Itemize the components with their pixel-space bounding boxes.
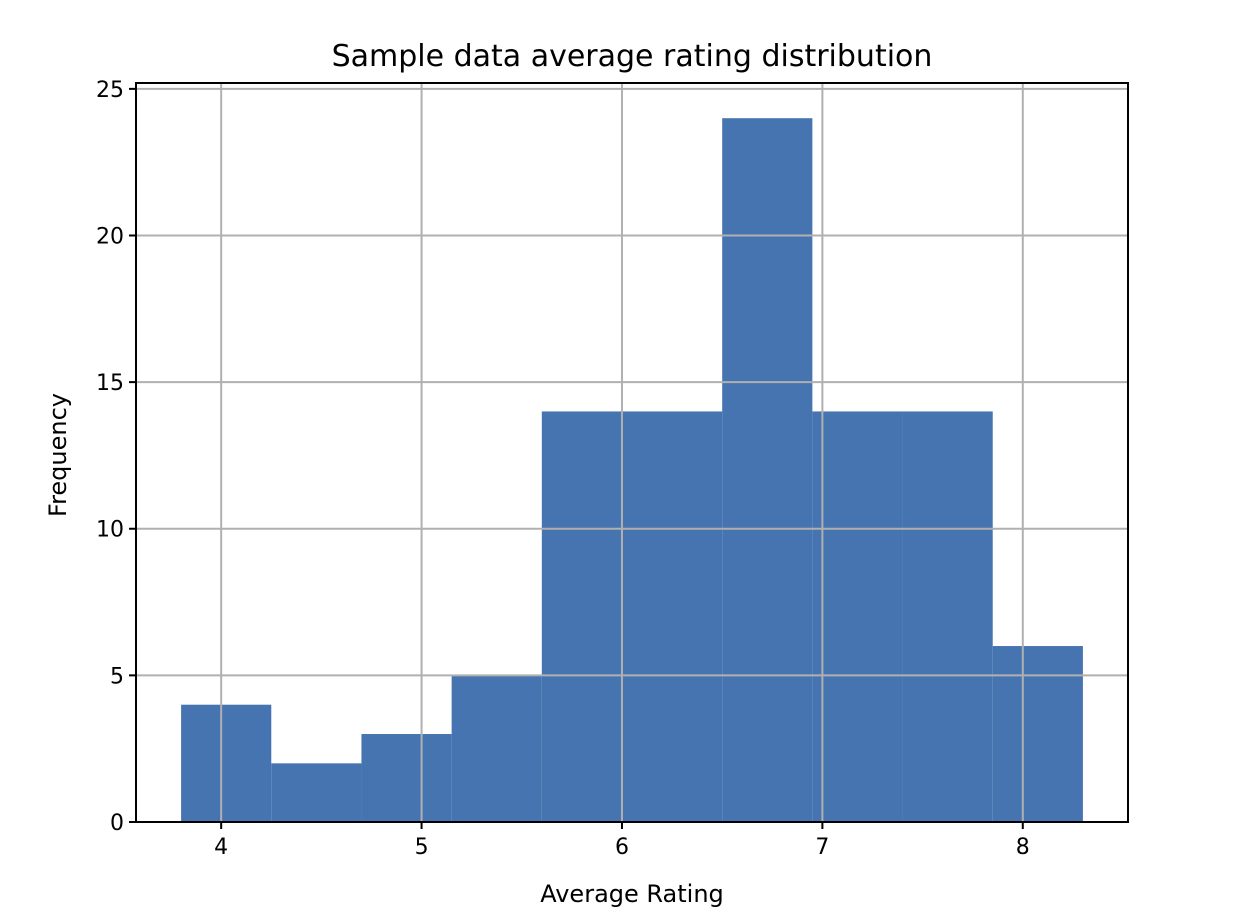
chart-title: Sample data average rating distribution	[332, 39, 933, 74]
histogram-bar	[992, 646, 1083, 822]
x-tick-label: 5	[415, 835, 429, 860]
histogram-bar	[181, 704, 272, 822]
x-tick-label: 8	[1016, 835, 1030, 860]
histogram-bar	[541, 411, 632, 822]
y-tick-label: 10	[96, 518, 124, 543]
histogram-bar	[722, 118, 813, 822]
histogram-bar	[271, 763, 362, 822]
x-tick-label: 6	[615, 835, 629, 860]
histogram-bar	[812, 411, 903, 822]
histogram-bar	[361, 734, 452, 822]
x-tick-label: 7	[815, 835, 829, 860]
histogram-bar	[632, 411, 723, 822]
y-tick-label: 25	[96, 78, 124, 103]
plot-frame	[135, 82, 1129, 823]
histogram-bar	[902, 411, 993, 822]
x-axis-ticks: 4 5 6 7 8	[214, 822, 1030, 860]
y-axis-label: Frequency	[44, 393, 72, 517]
y-tick-label: 5	[110, 664, 124, 689]
bars	[181, 118, 1083, 822]
y-tick-label: 0	[110, 811, 124, 836]
x-tick-label: 4	[214, 835, 228, 860]
y-tick-label: 15	[96, 371, 124, 396]
histogram-bar	[451, 675, 542, 822]
y-tick-label: 20	[96, 224, 124, 249]
x-axis-label: Average Rating	[540, 880, 724, 908]
y-axis-ticks: 0 5 10 15 20 25	[96, 78, 136, 836]
